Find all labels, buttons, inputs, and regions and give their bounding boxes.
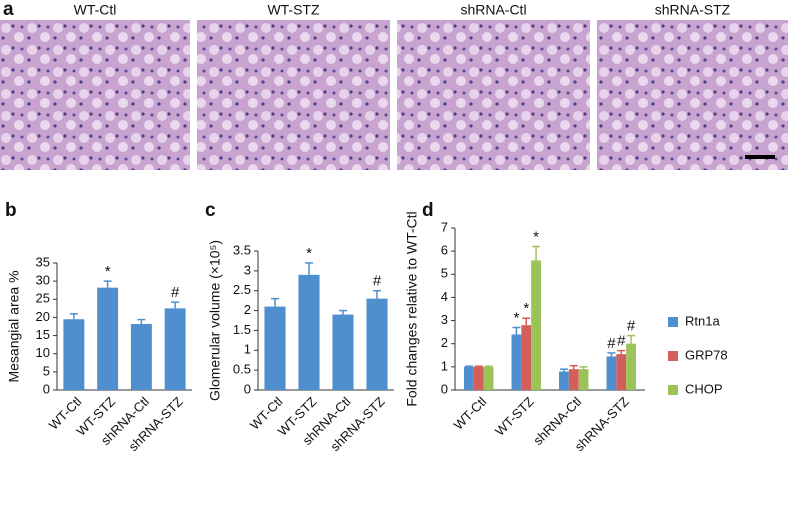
- y-tick-label: 3: [244, 262, 251, 277]
- bar: [464, 366, 474, 390]
- bar: [511, 334, 522, 390]
- micrograph: [397, 20, 590, 170]
- legend-swatch: [668, 317, 678, 327]
- bar: [332, 314, 354, 390]
- panel-letter: d: [422, 200, 434, 221]
- bar: [578, 369, 589, 390]
- micrograph: [597, 20, 788, 170]
- bar: [264, 306, 286, 390]
- bar: [130, 323, 152, 390]
- legend-swatch: [668, 385, 678, 395]
- y-tick-label: 0: [43, 381, 50, 396]
- y-tick-label: 25: [36, 291, 50, 306]
- bar: [298, 274, 320, 390]
- y-axis-label: Mesangial area %: [6, 270, 22, 382]
- bar: [483, 366, 494, 390]
- bar: [366, 298, 388, 390]
- y-tick-label: 3: [441, 312, 448, 327]
- legend-label: GRP78: [685, 347, 728, 362]
- bar: [606, 356, 617, 390]
- significance: *: [533, 228, 539, 245]
- y-tick-label: 6: [441, 243, 448, 258]
- micrograph: [0, 20, 190, 170]
- image-title: WT-Ctl: [74, 2, 117, 18]
- y-tick-label: 1.5: [233, 322, 251, 337]
- y-tick-label: 10: [36, 345, 50, 360]
- y-tick-label: 20: [36, 309, 50, 324]
- bar: [473, 366, 484, 390]
- y-tick-label: 1: [244, 342, 251, 357]
- scale-bar: [745, 155, 775, 159]
- significance: *: [523, 300, 529, 317]
- y-axis-label: Fold changes relative to WT-Ctl: [404, 211, 420, 406]
- panel-letter: b: [5, 200, 17, 221]
- x-tick-label: WT-Ctl: [451, 394, 490, 433]
- significance: #: [617, 333, 626, 350]
- significance: #: [607, 335, 616, 352]
- bar: [164, 308, 186, 390]
- y-tick-label: 0.5: [233, 362, 251, 377]
- image-title: shRNA-STZ: [655, 2, 731, 18]
- panel-letter: c: [205, 200, 216, 221]
- significance: #: [627, 318, 636, 335]
- legend-label: CHOP: [685, 381, 723, 396]
- y-tick-label: 3.5: [233, 242, 251, 257]
- y-tick-label: 4: [441, 289, 448, 304]
- legend-label: Rtn1a: [685, 313, 720, 328]
- image-title: WT-STZ: [267, 2, 320, 18]
- y-tick-label: 2.5: [233, 282, 251, 297]
- image-title: shRNA-Ctl: [460, 2, 526, 18]
- bar: [626, 343, 636, 390]
- bar: [531, 260, 541, 390]
- y-tick-label: 15: [36, 327, 50, 342]
- panel-letter: a: [3, 0, 14, 20]
- bar: [97, 287, 119, 390]
- significance: #: [171, 284, 180, 301]
- x-tick-label: WT-STZ: [492, 394, 537, 439]
- y-axis-label: Glomerular volume (×10⁵): [207, 240, 223, 401]
- y-tick-label: 1: [441, 358, 448, 373]
- y-tick-label: 2: [441, 335, 448, 350]
- y-tick-label: 7: [441, 219, 448, 234]
- y-tick-label: 2: [244, 302, 251, 317]
- significance: *: [105, 263, 111, 280]
- legend-swatch: [668, 351, 678, 361]
- y-tick-label: 35: [36, 254, 50, 269]
- bar: [616, 354, 627, 390]
- significance: *: [514, 309, 520, 326]
- bar: [63, 319, 85, 390]
- bar: [521, 325, 532, 390]
- y-tick-label: 30: [36, 273, 50, 288]
- significance: *: [306, 245, 312, 262]
- y-tick-label: 0: [441, 381, 448, 396]
- micrograph: [197, 20, 390, 170]
- significance: #: [373, 273, 382, 290]
- y-tick-label: 0: [244, 381, 251, 396]
- y-tick-label: 5: [441, 266, 448, 281]
- y-tick-label: 5: [43, 363, 50, 378]
- bar: [568, 369, 579, 390]
- bar: [559, 371, 569, 390]
